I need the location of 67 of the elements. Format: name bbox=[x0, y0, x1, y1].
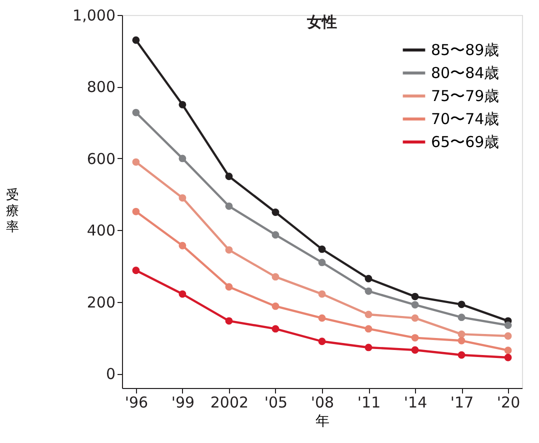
y-tick-label: 600 bbox=[86, 150, 116, 168]
point bbox=[364, 344, 372, 352]
point bbox=[504, 322, 512, 329]
point bbox=[272, 208, 280, 216]
legend-label: 75〜79歳 bbox=[431, 87, 500, 105]
point bbox=[225, 283, 233, 291]
point bbox=[411, 334, 419, 342]
chart-title: 女性 bbox=[306, 13, 337, 31]
x-tick-label: '08 bbox=[310, 394, 334, 412]
point bbox=[364, 287, 372, 295]
x-tick-label: '17 bbox=[450, 394, 474, 412]
y-tick-label: 1,000 bbox=[72, 6, 116, 24]
point bbox=[458, 300, 466, 308]
x-tick-label: '96 bbox=[124, 394, 148, 412]
point bbox=[132, 36, 140, 44]
x-tick-label: '05 bbox=[264, 394, 288, 412]
point bbox=[178, 154, 186, 162]
point bbox=[318, 258, 326, 266]
legend-label: 85〜89歳 bbox=[431, 41, 500, 59]
legend-label: 65〜69歳 bbox=[431, 133, 500, 151]
x-tick-label: 2002 bbox=[210, 394, 249, 412]
point bbox=[318, 314, 326, 322]
point bbox=[411, 314, 419, 322]
point bbox=[272, 273, 280, 281]
point bbox=[178, 290, 186, 298]
point bbox=[178, 194, 186, 202]
point bbox=[318, 290, 326, 298]
x-tick-label: '20 bbox=[496, 394, 520, 412]
point bbox=[504, 346, 512, 354]
y-tick-label: 400 bbox=[86, 222, 116, 240]
y-axis-title: 受療率 bbox=[6, 188, 20, 235]
point bbox=[411, 346, 419, 354]
y-tick-label: 800 bbox=[86, 78, 116, 96]
point bbox=[458, 351, 466, 359]
point bbox=[411, 292, 419, 300]
point bbox=[364, 274, 372, 282]
point bbox=[504, 354, 512, 362]
x-axis-title: 年 bbox=[316, 414, 330, 430]
point bbox=[318, 338, 326, 346]
point bbox=[225, 317, 233, 325]
point bbox=[132, 266, 140, 274]
point bbox=[178, 100, 186, 108]
point bbox=[225, 202, 233, 210]
point bbox=[364, 310, 372, 318]
x-tick-label: '14 bbox=[404, 394, 428, 412]
point bbox=[411, 301, 419, 308]
x-tick-label: '11 bbox=[357, 394, 381, 412]
point bbox=[225, 172, 233, 180]
point bbox=[178, 242, 186, 250]
point bbox=[458, 314, 466, 322]
legend-label: 80〜84歳 bbox=[431, 64, 500, 82]
point bbox=[458, 330, 466, 338]
point bbox=[225, 246, 233, 254]
point bbox=[272, 302, 280, 310]
point bbox=[272, 231, 280, 239]
point bbox=[132, 208, 140, 216]
point bbox=[132, 108, 140, 116]
legend-label: 70〜74歳 bbox=[431, 110, 500, 128]
y-tick-label: 200 bbox=[86, 293, 116, 312]
y-tick-label: 0 bbox=[106, 365, 116, 384]
point bbox=[318, 246, 326, 253]
x-tick-label: '99 bbox=[171, 394, 195, 412]
point bbox=[504, 332, 512, 340]
point bbox=[272, 325, 280, 333]
point bbox=[458, 336, 466, 344]
point bbox=[364, 325, 372, 333]
point bbox=[132, 158, 140, 166]
